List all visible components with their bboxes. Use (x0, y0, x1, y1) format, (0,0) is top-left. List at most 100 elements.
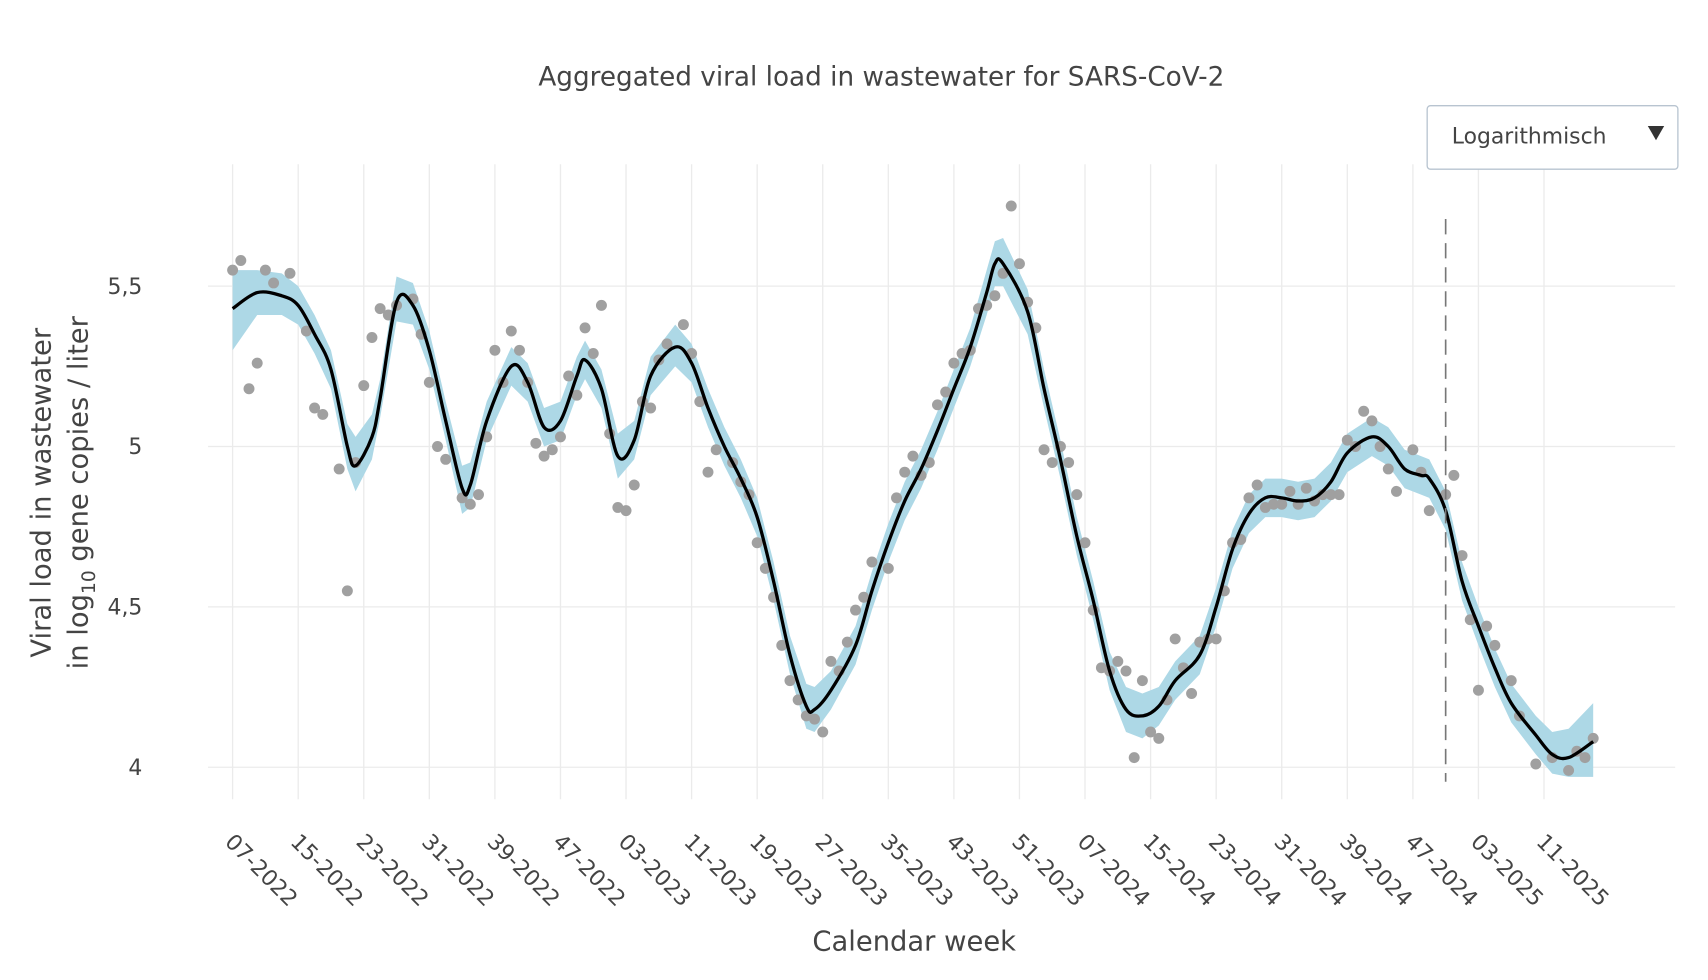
data-point (1112, 655, 1124, 667)
data-point (702, 466, 714, 478)
data-point (300, 325, 312, 337)
data-point (1423, 505, 1435, 517)
data-point (989, 290, 1001, 302)
data-point (554, 431, 566, 443)
data-point (259, 264, 271, 276)
data-point (948, 357, 960, 369)
data-point (341, 585, 353, 597)
data-point (1382, 463, 1394, 475)
data-point (1276, 498, 1288, 510)
data-point (956, 348, 968, 359)
data-point (817, 726, 829, 738)
data-point (628, 479, 640, 491)
data-point (1325, 489, 1337, 501)
data-point (366, 331, 378, 343)
chart-title: Aggregated viral load in wastewater for … (538, 62, 1224, 92)
data-point (423, 376, 435, 388)
y-axis-title-text: in log (64, 594, 95, 669)
data-point (284, 267, 296, 279)
data-point (1464, 614, 1476, 626)
data-point (1587, 732, 1599, 744)
dropdown-box[interactable] (1426, 105, 1679, 170)
data-point (1505, 675, 1517, 687)
data-point (251, 357, 263, 369)
data-point (243, 383, 255, 395)
data-point (333, 463, 345, 475)
trend-line (231, 257, 1595, 761)
data-point (1063, 457, 1075, 469)
plot-marks (227, 200, 1599, 782)
y-tick-label: 5 (128, 435, 142, 460)
y-tick-label: 4 (128, 756, 142, 781)
data-point (1358, 405, 1370, 417)
data-point (645, 402, 657, 414)
data-point (751, 537, 763, 549)
data-point (1563, 764, 1575, 776)
data-point (1079, 537, 1091, 549)
data-point (891, 492, 902, 504)
data-point (432, 441, 443, 452)
data-point (546, 444, 558, 456)
data-point (1071, 489, 1083, 501)
data-point (587, 348, 599, 359)
data-point (1456, 550, 1468, 562)
data-point (759, 562, 771, 574)
data-point (1284, 485, 1296, 497)
data-point (440, 453, 452, 465)
data-point (227, 264, 239, 276)
data-point (694, 396, 706, 408)
data-point (1136, 675, 1148, 687)
data-point (268, 277, 280, 289)
data-point (940, 386, 952, 398)
data-point (899, 466, 911, 478)
dropdown-label[interactable]: Logarithmisch (1452, 124, 1607, 149)
data-point (907, 450, 919, 462)
data-point (1374, 441, 1386, 452)
y-axis-title-subscript: 10 (79, 570, 100, 594)
data-point (677, 319, 689, 331)
data-point (612, 501, 624, 513)
y-axis-title-text: gene copies / liter (64, 315, 95, 570)
data-point (1366, 415, 1378, 427)
data-point (792, 694, 804, 706)
data-point (374, 303, 386, 315)
data-point (1489, 639, 1501, 651)
scale-dropdown[interactable]: Logarithmisch (1426, 105, 1679, 170)
data-point (1153, 732, 1165, 744)
data-point (1268, 498, 1280, 510)
data-point (538, 450, 550, 462)
data-point (571, 389, 583, 401)
data-point (505, 325, 517, 337)
data-point (1530, 758, 1542, 770)
data-point (1013, 258, 1025, 270)
y-axis-title: Viral load in wastewater in log10 gene c… (26, 315, 100, 669)
data-point (1300, 482, 1312, 494)
data-point (882, 562, 894, 574)
data-point (1579, 752, 1591, 764)
data-point (530, 437, 542, 449)
data-point (563, 370, 575, 382)
data-point (1169, 633, 1181, 645)
data-point (1210, 633, 1222, 645)
data-point (1128, 752, 1140, 764)
data-point (776, 639, 788, 651)
x-axis-title: Calendar week (812, 926, 1016, 957)
data-point (1481, 620, 1493, 632)
data-point (309, 402, 321, 414)
dropdown-arrow[interactable] (1647, 125, 1665, 141)
data-point (1341, 434, 1353, 446)
data-point (841, 636, 853, 648)
data-point (1391, 485, 1402, 497)
data-point (579, 322, 591, 334)
data-point (866, 556, 878, 568)
data-point (1243, 492, 1255, 504)
data-point (784, 675, 796, 687)
y-axis-title-line2: in log10 gene copies / liter (64, 315, 101, 669)
data-point (1005, 200, 1017, 212)
data-point (1448, 469, 1460, 481)
data-point (1120, 665, 1132, 677)
data-point (661, 338, 673, 350)
data-point (595, 299, 607, 311)
